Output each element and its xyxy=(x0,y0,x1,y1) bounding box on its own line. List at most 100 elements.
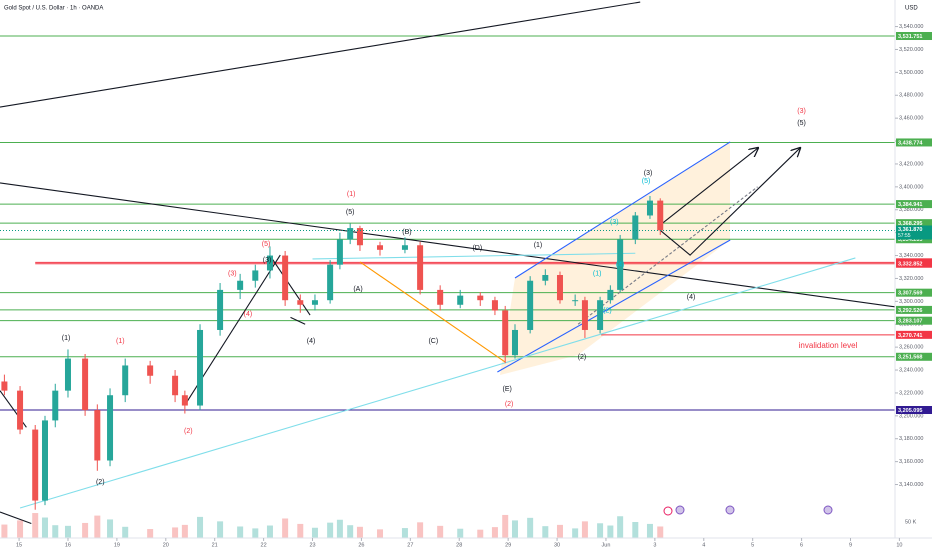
candle-body xyxy=(581,300,588,330)
trend-line xyxy=(269,255,311,316)
candle-body xyxy=(82,358,89,411)
candle-body xyxy=(52,390,59,421)
wave-label: (4) xyxy=(687,294,696,301)
axes: 3,140.000 3,160.000 3,180.000 3,200.000 3,22… xyxy=(16,24,932,548)
volume-bar xyxy=(581,521,588,538)
trend-line xyxy=(659,148,758,226)
x-tick-label: 15 xyxy=(16,542,22,548)
volume-bar xyxy=(32,513,39,538)
candle-body xyxy=(502,310,509,356)
volume-bar xyxy=(217,521,224,538)
volume-bar xyxy=(417,522,424,538)
x-tick-label: 19 xyxy=(114,542,120,548)
trend-line xyxy=(0,1,641,108)
wave-label: (2) xyxy=(96,479,105,486)
wave-label: (B) xyxy=(402,229,411,236)
wave-label: (4) xyxy=(244,311,253,318)
volume-bar xyxy=(17,520,24,538)
wave-label: (E) xyxy=(502,386,511,393)
price-level-label: 3,354.235 xyxy=(898,237,922,243)
plot-area: (1) (1) (2) (2) (3) (3) (4) (5) (4) (1) (5) (A) (B) (… xyxy=(0,1,895,538)
wave-label: (5) xyxy=(346,209,355,216)
wave-label: invalidation level xyxy=(799,341,858,350)
candle-body xyxy=(266,255,273,271)
price-level-tag xyxy=(896,352,932,361)
y-tick-label: 3,380.000 xyxy=(899,207,923,213)
event-icons xyxy=(663,505,833,516)
price-level-label: 3,368.295 xyxy=(898,221,922,227)
candle-body xyxy=(572,300,579,302)
y-tick-label: 3,200.000 xyxy=(899,413,923,419)
x-tick-label: 4 xyxy=(702,542,705,548)
wave-label: (2) xyxy=(578,354,587,361)
volume-bar xyxy=(597,523,604,538)
price-level-tag xyxy=(896,406,932,415)
candle-body xyxy=(17,390,24,430)
volume-bar xyxy=(377,529,384,538)
candle-body xyxy=(542,275,549,281)
volume-bar xyxy=(556,524,563,538)
trend-line xyxy=(19,257,856,509)
wave-label: (4) xyxy=(616,262,625,269)
volume-bar xyxy=(646,523,653,538)
wave-label: (2) xyxy=(184,428,193,435)
candle-body xyxy=(217,289,224,330)
price-level-tag xyxy=(896,138,932,147)
event-icon[interactable] xyxy=(823,505,833,515)
price-level-label: 3,438.774 xyxy=(898,140,923,146)
price-level-label: 3,283.107 xyxy=(898,319,922,325)
y-tick-label: 3,400.000 xyxy=(899,184,923,190)
channel-shade xyxy=(500,142,730,375)
volume-bar xyxy=(297,523,304,538)
x-tick-label: Jun xyxy=(602,542,611,548)
x-tick-label: 6 xyxy=(800,542,803,548)
x-tick-label: 10 xyxy=(896,542,902,548)
candle-body xyxy=(401,245,408,250)
volume-bar xyxy=(181,524,188,538)
candle-body xyxy=(646,200,653,216)
candle-body xyxy=(657,200,664,231)
price-level-label: 3,531.751 xyxy=(898,34,922,40)
volume-bar xyxy=(657,526,664,538)
trend-line xyxy=(577,186,758,325)
volume-bar xyxy=(401,528,408,538)
price-level-tag xyxy=(896,330,932,339)
candle-body xyxy=(527,280,534,330)
x-tick-label: 29 xyxy=(505,542,511,548)
x-tick-label: 27 xyxy=(407,542,413,548)
x-tick-label: 23 xyxy=(309,542,315,548)
candle-body xyxy=(607,289,614,301)
y-tick-label: 3,480.000 xyxy=(899,93,923,99)
y-tick-label: 3,240.000 xyxy=(899,367,923,373)
volume-bar xyxy=(107,519,114,538)
candle-body xyxy=(457,295,464,305)
volume-bar xyxy=(94,515,101,538)
price-level-label: 3,205.095 xyxy=(898,408,922,414)
candle-body xyxy=(282,255,289,301)
event-icon[interactable] xyxy=(663,506,673,516)
current-price-label: 3,361.870 xyxy=(898,227,922,233)
price-level-tag xyxy=(896,288,932,297)
x-tick-label: 26 xyxy=(358,542,364,548)
wave-label: (2) xyxy=(505,401,514,408)
price-level-tag xyxy=(896,219,932,228)
price-level-label: 3,270.741 xyxy=(898,333,922,339)
x-tick-label: 28 xyxy=(456,542,462,548)
trend-line xyxy=(514,141,731,279)
chart-title: Gold Spot / U.S. Dollar · 1h · OANDA xyxy=(4,6,103,12)
wave-label: (5) xyxy=(797,120,806,127)
y-tick-label: 3,340.000 xyxy=(899,253,923,259)
wave-label: (3) xyxy=(610,219,619,226)
x-tick-label: 3 xyxy=(653,542,656,548)
y-tick-label: 3,460.000 xyxy=(899,116,923,122)
volume-bar xyxy=(172,527,179,538)
price-level-label: 3,251.568 xyxy=(898,355,922,361)
wave-label: (A) xyxy=(353,286,362,293)
event-icon[interactable] xyxy=(725,505,735,515)
candle-body xyxy=(94,410,101,461)
y-tick-label: 3,280.000 xyxy=(899,322,923,328)
event-icon[interactable] xyxy=(675,505,685,515)
candle-body xyxy=(64,358,71,391)
